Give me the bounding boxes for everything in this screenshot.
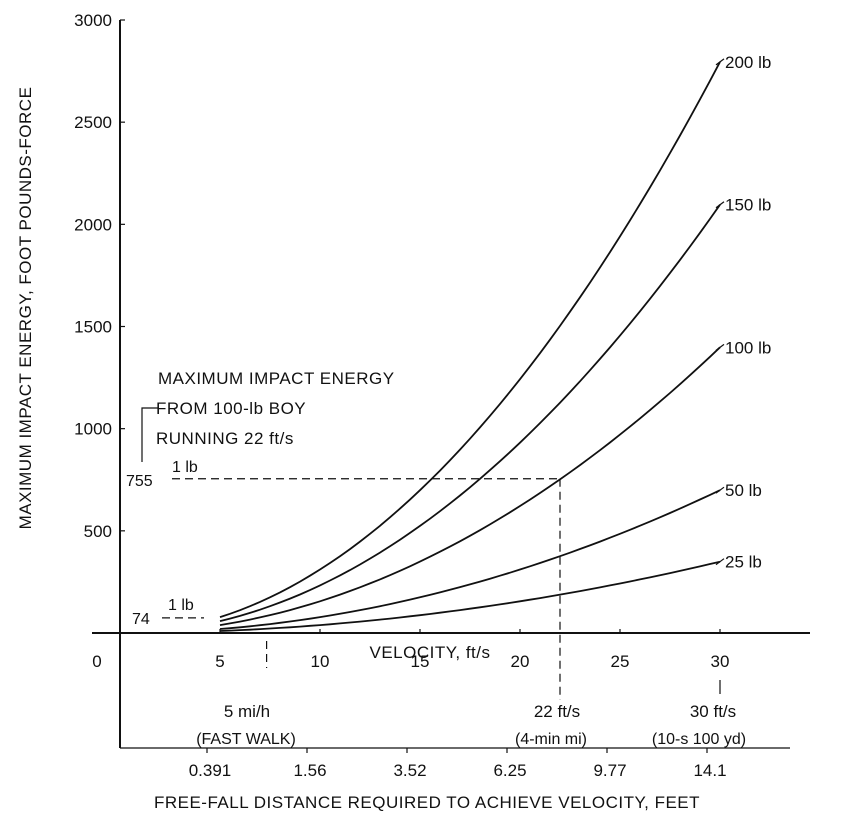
axes bbox=[92, 20, 810, 749]
series-label-100lb: 100 lb bbox=[725, 338, 771, 357]
series-end-tick bbox=[715, 58, 725, 66]
series-label-group: 200 lb 150 lb 100 lb 50 lb 25 lb bbox=[715, 53, 771, 572]
y-tick-label: 1500 bbox=[74, 318, 112, 337]
x-tick-label: 30 bbox=[711, 652, 730, 671]
series-curve-200lb bbox=[219, 61, 721, 618]
series-curve-100lb bbox=[219, 346, 721, 626]
y-tick-group: 500 1000 1500 2000 2500 3000 bbox=[74, 11, 125, 541]
reference-velocity-label: 5 mi/h bbox=[224, 702, 270, 721]
y-tick-label: 1000 bbox=[74, 420, 112, 439]
x-tick-label: 20 bbox=[511, 652, 530, 671]
series-label-200lb: 200 lb bbox=[725, 53, 771, 72]
series-label-150lb: 150 lb bbox=[725, 196, 771, 215]
max-impact-label-line-1: MAXIMUM IMPACT ENERGY bbox=[158, 369, 395, 388]
value-755-label: 755 bbox=[126, 473, 153, 490]
value-74-label: 74 bbox=[132, 611, 150, 628]
free-fall-tick-group: 0.391 1.56 3.52 6.25 9.77 14.1 bbox=[189, 748, 727, 780]
one-lb-lower-label: 1 lb bbox=[168, 597, 194, 614]
free-fall-axis-title: FREE-FALL DISTANCE REQUIRED TO ACHIEVE V… bbox=[154, 793, 700, 812]
annotation-lines bbox=[162, 478, 721, 700]
x-axis-title: VELOCITY, ft/s bbox=[369, 643, 490, 662]
x-tick-group: 0 5 10 15 20 25 30 bbox=[92, 629, 729, 671]
reference-velocity-caption: (FAST WALK) bbox=[196, 731, 296, 748]
series-label-25lb: 25 lb bbox=[725, 553, 762, 572]
x-tick-label: 0 bbox=[92, 652, 101, 671]
y-tick-label: 3000 bbox=[74, 11, 112, 30]
free-fall-tick-label: 0.391 bbox=[189, 761, 232, 780]
series-end-tick bbox=[715, 486, 725, 494]
series-end-tick bbox=[715, 343, 725, 351]
x-tick-label: 5 bbox=[215, 652, 224, 671]
free-fall-tick-label: 3.52 bbox=[393, 761, 426, 780]
max-impact-leader-line bbox=[141, 407, 158, 462]
free-fall-tick-label: 14.1 bbox=[693, 761, 726, 780]
reference-velocity-caption: (10-s 100 yd) bbox=[652, 731, 746, 748]
x-tick-label: 25 bbox=[611, 652, 630, 671]
one-lb-upper-label: 1 lb bbox=[172, 459, 198, 476]
series-curves bbox=[219, 61, 721, 632]
free-fall-tick-label: 9.77 bbox=[593, 761, 626, 780]
reference-velocity-caption: (4-min mi) bbox=[515, 731, 587, 748]
y-tick-label: 2500 bbox=[74, 113, 112, 132]
x-tick-label: 15 bbox=[411, 652, 430, 671]
free-fall-tick-label: 1.56 bbox=[293, 761, 326, 780]
x-tick-label: 10 bbox=[311, 652, 330, 671]
max-impact-label-line-2: FROM 100-lb BOY bbox=[156, 399, 306, 418]
series-curve-150lb bbox=[219, 204, 721, 622]
free-fall-tick-label: 6.25 bbox=[493, 761, 526, 780]
reference-velocity-label: 30 ft/s bbox=[690, 702, 736, 721]
series-curve-25lb bbox=[219, 560, 721, 632]
reference-velocity-label: 22 ft/s bbox=[534, 702, 580, 721]
series-label-50lb: 50 lb bbox=[725, 481, 762, 500]
series-end-tick bbox=[715, 558, 725, 566]
series-curve-50lb bbox=[219, 489, 721, 630]
y-tick-label: 500 bbox=[84, 522, 112, 541]
series-end-tick bbox=[715, 201, 725, 209]
y-axis-title: MAXIMUM IMPACT ENERGY, FOOT POUNDS-FORCE bbox=[16, 87, 35, 530]
y-tick-label: 2000 bbox=[74, 215, 112, 234]
max-impact-label-line-3: RUNNING 22 ft/s bbox=[156, 429, 294, 448]
reference-velocity-group: 5 mi/h (FAST WALK) 22 ft/s (4-min mi) 30 ft/… bbox=[196, 702, 746, 748]
